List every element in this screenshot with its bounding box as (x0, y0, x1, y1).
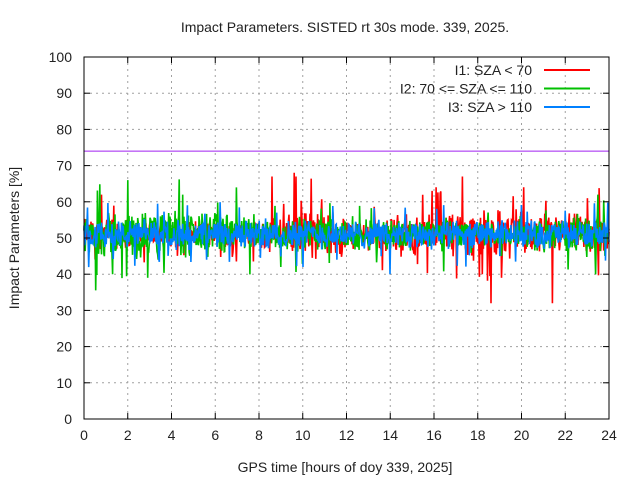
x-tick-label: 12 (339, 427, 355, 443)
x-tick-label: 16 (426, 427, 442, 443)
legend-label: I2: 70 <= SZA <= 110 (400, 81, 532, 97)
y-tick-label: 50 (56, 230, 72, 246)
x-tick-label: 10 (295, 427, 311, 443)
legend-label: I3: SZA > 110 (448, 99, 532, 115)
legend: I1: SZA < 70 I2: 70 <= SZA <= 110 I3: SZA … (400, 62, 590, 115)
series-line-3 (83, 202, 610, 275)
y-tick-label: 80 (56, 121, 72, 137)
y-tick-label: 60 (56, 194, 72, 210)
y-axis-label: Impact Parameters [%] (6, 167, 22, 309)
x-tick-label: 24 (601, 427, 617, 443)
x-tick-label: 14 (382, 427, 398, 443)
series-group (83, 172, 610, 304)
y-tick-label: 90 (56, 85, 72, 101)
x-tick-label: 18 (470, 427, 486, 443)
x-tick-label: 2 (124, 427, 132, 443)
y-tick-label: 0 (64, 411, 72, 427)
x-tick-label: 20 (514, 427, 530, 443)
y-tick-label: 70 (56, 158, 72, 174)
legend-label: I1: SZA < 70 (455, 62, 533, 78)
x-tick-label: 0 (80, 427, 88, 443)
x-tick-label: 8 (255, 427, 263, 443)
y-tick-label: 40 (56, 266, 72, 282)
y-tick-label: 20 (56, 339, 72, 355)
y-tick-label: 100 (49, 49, 73, 65)
y-tick-label: 30 (56, 302, 72, 318)
x-tick-label: 4 (168, 427, 176, 443)
x-axis-label: GPS time [hours of doy 339, 2025] (238, 459, 453, 475)
chart-title: Impact Parameters. SISTED rt 30s mode. 3… (181, 19, 509, 35)
y-tick-label: 10 (56, 375, 72, 391)
axis-ticks: 0 2 4 6 8 10 12 14 16 18 20 22 240102030405060708090… (49, 49, 617, 443)
x-tick-label: 6 (211, 427, 219, 443)
x-tick-label: 22 (557, 427, 573, 443)
